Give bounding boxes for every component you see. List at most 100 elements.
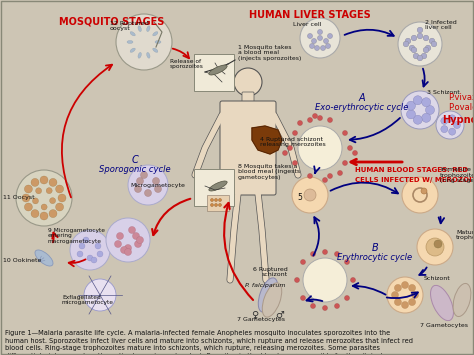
Circle shape bbox=[120, 246, 128, 253]
FancyBboxPatch shape bbox=[220, 101, 276, 195]
Circle shape bbox=[16, 170, 72, 226]
Text: 1 Mosquito takes
a blood meal
(injects sporozoites): 1 Mosquito takes a blood meal (injects s… bbox=[238, 45, 301, 61]
Text: 6 Ruptured
schizont: 6 Ruptured schizont bbox=[253, 267, 288, 277]
Circle shape bbox=[405, 38, 411, 44]
Circle shape bbox=[49, 179, 57, 186]
Circle shape bbox=[401, 282, 409, 289]
Circle shape bbox=[350, 278, 356, 283]
Circle shape bbox=[292, 160, 298, 165]
Circle shape bbox=[328, 118, 332, 122]
Circle shape bbox=[413, 115, 422, 124]
Ellipse shape bbox=[138, 26, 141, 32]
Circle shape bbox=[423, 47, 429, 53]
Text: Release of
sporozoites: Release of sporozoites bbox=[170, 59, 204, 69]
Circle shape bbox=[310, 304, 316, 308]
Text: Figure 1—Malaria parasite life cycle. A malaria-infected female Anopheles mosqui: Figure 1—Malaria parasite life cycle. A … bbox=[5, 330, 413, 355]
Circle shape bbox=[31, 179, 39, 186]
Circle shape bbox=[326, 44, 330, 49]
Circle shape bbox=[353, 151, 357, 155]
Circle shape bbox=[434, 240, 442, 248]
Circle shape bbox=[106, 218, 150, 262]
Circle shape bbox=[343, 160, 347, 165]
Circle shape bbox=[308, 33, 312, 38]
Circle shape bbox=[413, 53, 419, 59]
Circle shape bbox=[308, 174, 312, 179]
FancyBboxPatch shape bbox=[194, 169, 234, 206]
Circle shape bbox=[413, 96, 422, 105]
Circle shape bbox=[411, 47, 417, 53]
Text: 8 Mosquito takes a
blood meal (ingests
gametocytes): 8 Mosquito takes a blood meal (ingests g… bbox=[238, 164, 300, 180]
Ellipse shape bbox=[35, 250, 53, 266]
Text: B: B bbox=[372, 243, 378, 253]
Circle shape bbox=[387, 277, 423, 313]
Circle shape bbox=[283, 151, 288, 155]
Circle shape bbox=[417, 27, 423, 33]
Ellipse shape bbox=[146, 26, 150, 32]
Circle shape bbox=[426, 238, 444, 256]
Circle shape bbox=[292, 177, 328, 213]
Circle shape bbox=[210, 198, 213, 202]
Circle shape bbox=[328, 174, 332, 179]
Circle shape bbox=[137, 236, 144, 244]
Circle shape bbox=[25, 185, 32, 193]
Circle shape bbox=[288, 146, 292, 151]
Text: Erythrocytic cycle: Erythrocytic cycle bbox=[337, 252, 412, 262]
Circle shape bbox=[323, 38, 328, 44]
Circle shape bbox=[441, 126, 448, 133]
Circle shape bbox=[398, 22, 442, 66]
Circle shape bbox=[298, 126, 342, 170]
Circle shape bbox=[409, 299, 416, 306]
Circle shape bbox=[22, 194, 30, 202]
Circle shape bbox=[83, 237, 89, 243]
Circle shape bbox=[116, 14, 172, 70]
Text: 3 Schizont: 3 Schizont bbox=[427, 89, 460, 94]
Circle shape bbox=[431, 41, 437, 47]
Circle shape bbox=[215, 203, 218, 207]
Circle shape bbox=[133, 233, 139, 240]
Text: 7 Gametocytes: 7 Gametocytes bbox=[237, 317, 285, 322]
Circle shape bbox=[322, 250, 328, 255]
Text: P. falciparum: P. falciparum bbox=[245, 283, 285, 288]
Circle shape bbox=[394, 284, 401, 291]
Circle shape bbox=[215, 198, 218, 202]
Circle shape bbox=[128, 226, 136, 234]
Ellipse shape bbox=[209, 181, 227, 191]
Circle shape bbox=[46, 188, 52, 193]
Circle shape bbox=[403, 41, 409, 47]
Circle shape bbox=[292, 131, 298, 136]
Circle shape bbox=[318, 36, 322, 40]
Circle shape bbox=[79, 243, 85, 249]
Circle shape bbox=[125, 248, 131, 256]
Circle shape bbox=[429, 38, 435, 44]
Circle shape bbox=[58, 194, 66, 202]
Circle shape bbox=[417, 229, 453, 265]
FancyBboxPatch shape bbox=[242, 92, 254, 104]
Ellipse shape bbox=[258, 278, 278, 312]
Circle shape bbox=[417, 33, 423, 39]
Circle shape bbox=[210, 203, 213, 207]
Circle shape bbox=[343, 131, 347, 136]
Circle shape bbox=[25, 203, 32, 211]
Text: Exflagellated
microgametocyte: Exflagellated microgametocyte bbox=[62, 295, 114, 305]
Circle shape bbox=[145, 190, 152, 197]
Circle shape bbox=[320, 45, 326, 50]
Circle shape bbox=[55, 185, 64, 193]
Circle shape bbox=[304, 189, 316, 201]
Text: ♂: ♂ bbox=[275, 310, 284, 320]
Circle shape bbox=[49, 209, 57, 218]
Text: Schizont: Schizont bbox=[424, 275, 451, 280]
Ellipse shape bbox=[262, 283, 282, 317]
Text: 2 Infected
liver cell: 2 Infected liver cell bbox=[425, 20, 457, 31]
Circle shape bbox=[294, 278, 300, 283]
Circle shape bbox=[298, 120, 302, 126]
Ellipse shape bbox=[453, 283, 471, 317]
Text: HUMAN LIVER STAGES: HUMAN LIVER STAGES bbox=[249, 10, 371, 20]
Circle shape bbox=[407, 110, 416, 119]
Circle shape bbox=[421, 53, 427, 59]
FancyBboxPatch shape bbox=[207, 195, 229, 211]
Circle shape bbox=[87, 255, 93, 261]
Circle shape bbox=[153, 178, 159, 185]
Text: 9 Microgametocyte
entering
macrogametocyte: 9 Microgametocyte entering macrogametocy… bbox=[48, 228, 105, 244]
Circle shape bbox=[128, 165, 168, 205]
Circle shape bbox=[401, 91, 439, 129]
